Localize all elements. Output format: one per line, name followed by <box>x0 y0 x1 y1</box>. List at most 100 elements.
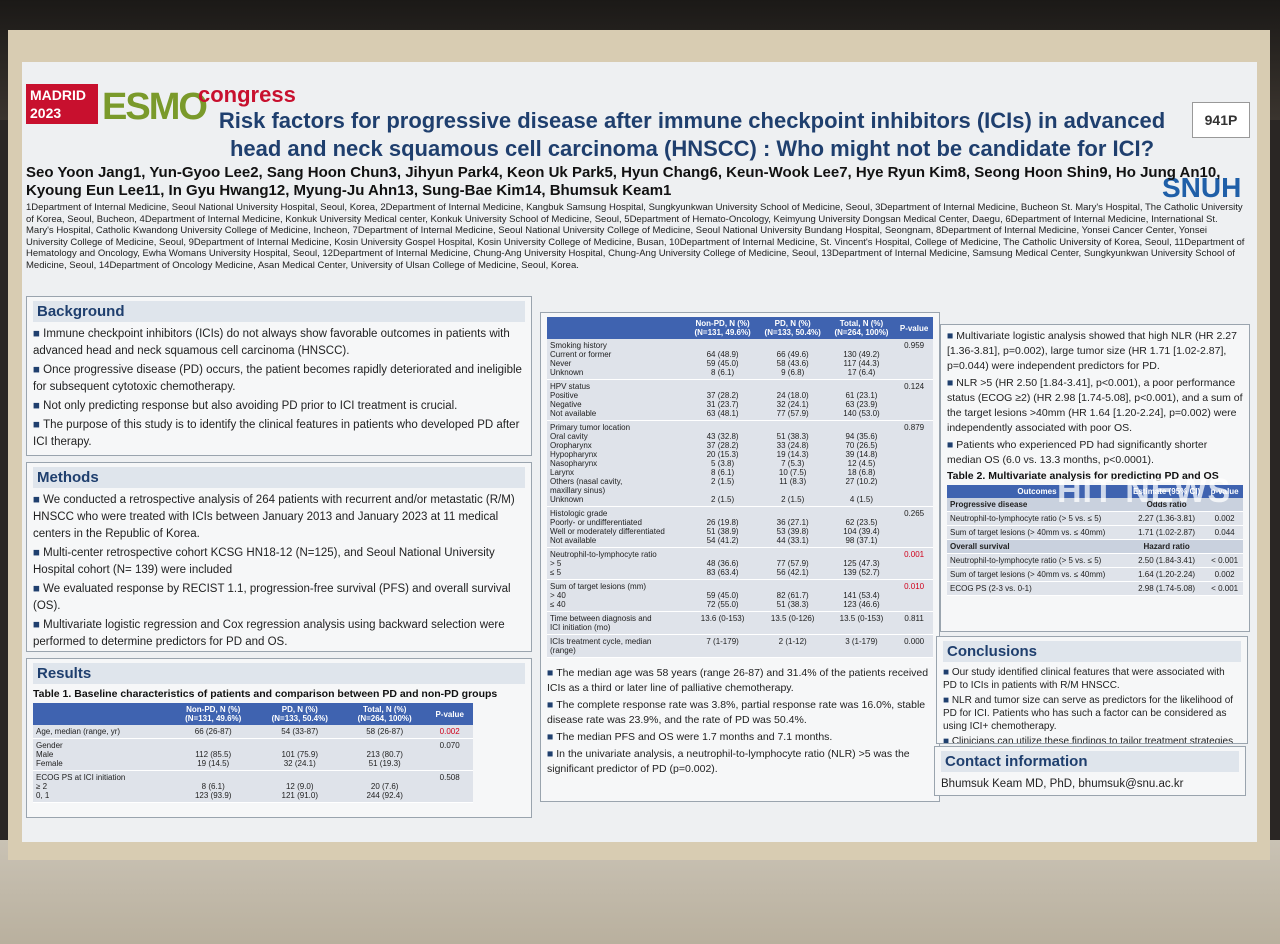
bullet: NLR >5 (HR 2.50 [1.84-3.41], p<0.001), a… <box>947 376 1243 436</box>
table-row: Neutrophil-to-lymphocyte ratio (> 5 vs. … <box>947 553 1243 568</box>
table-cell: 0.811 <box>895 611 933 635</box>
table-row: Age, median (range, yr) 66 (26-87) 54 (33-… <box>33 725 473 739</box>
bullet-list: Multivariate logistic analysis showed th… <box>947 329 1243 468</box>
table-cell: Neutrophil-to-lymphocyte ratio > 5 ≤ 5 <box>547 547 688 580</box>
table-cell: HPV status Positive Negative Not availab… <box>547 379 688 421</box>
section-name: Progressive disease <box>947 498 1127 512</box>
column-header <box>547 317 688 339</box>
table-cell: Sum of target lesions (> 40mm vs. ≤ 40mm… <box>947 567 1127 582</box>
logo-city-block: MADRID 2023 <box>26 84 98 124</box>
table-cell: 0.000 <box>895 634 933 658</box>
bullet: Multi-center retrospective cohort KCSG H… <box>33 545 525 579</box>
contact-section: Contact information Bhumsuk Keam MD, PhD… <box>934 746 1246 796</box>
table-cell: Histologic grade Poorly- or undifferenti… <box>547 506 688 548</box>
background-section: Background Immune checkpoint inhibitors … <box>26 296 532 456</box>
bullet: NLR and tumor size can serve as predicto… <box>943 694 1241 733</box>
table-cell: 62 (23.5) 104 (39.4) 98 (37.1) <box>827 506 896 548</box>
table-cell: 0.265 <box>895 506 933 548</box>
table-cell: 12 (9.0) 121 (91.0) <box>256 770 344 803</box>
table-cell: 20 (7.6) 244 (92.4) <box>343 770 427 803</box>
table-row: Neutrophil-to-lymphocyte ratio (> 5 vs. … <box>947 511 1243 526</box>
table-row: Sum of target lesions (> 40mm vs. ≤ 40mm… <box>947 567 1243 582</box>
table-row: Gender Male Female 112 (85.5) 19 (14.5) … <box>33 738 473 771</box>
table-cell: 94 (35.6) 70 (26.5) 39 (14.8) 12 (4.5) 1… <box>827 420 896 507</box>
table-row: HPV status Positive Negative Not availab… <box>547 379 933 421</box>
data-table: Outcomes Estimate (95% CI) p-value Progress… <box>947 485 1243 596</box>
table-cell: 48 (36.6) 83 (63.4) <box>687 547 758 580</box>
table-cell: 1.71 (1.02-2.87) <box>1126 525 1207 540</box>
table-cell: 24 (18.0) 32 (24.1) 77 (57.9) <box>757 379 828 421</box>
table-row: Neutrophil-to-lymphocyte ratio > 5 ≤ 5 4… <box>547 547 933 580</box>
table-caption: Table 2. Multivariate analysis for predi… <box>947 470 1219 482</box>
authors: Seo Yoon Jang1, Yun-Gyoo Lee2, Sang Hoon… <box>26 164 1221 199</box>
table-cell: 13.5 (0-153) <box>827 611 896 635</box>
bullet-list: Our study identified clinical features t… <box>943 666 1241 743</box>
data-table: Non-PD, N (%) (N=131, 49.6%) PD, N (%) (N… <box>547 317 933 658</box>
table-cell: 66 (49.6) 58 (43.6) 9 (6.8) <box>757 339 828 380</box>
table-cell: Neutrophil-to-lymphocyte ratio (> 5 vs. … <box>947 511 1127 526</box>
column-header: Estimate (95% CI) <box>1126 485 1207 498</box>
table-cell: 0.070 <box>426 738 473 771</box>
column-header: Outcomes <box>947 485 1127 498</box>
table-cell: 1.64 (1.20-2.24) <box>1126 567 1207 582</box>
table-cell: ECOG PS (2-3 vs. 0-1) <box>947 581 1127 596</box>
table-cell: 7 (1-179) <box>687 634 758 658</box>
table-cell: 82 (61.7) 51 (38.3) <box>757 579 828 612</box>
table-cell <box>1206 498 1243 512</box>
table-cell: 130 (49.2) 117 (44.3) 17 (6.4) <box>827 339 896 380</box>
bullet: The complete response rate was 3.8%, par… <box>547 698 933 728</box>
table-cell: Sum of target lesions (mm) > 40 ≤ 40 <box>547 579 688 612</box>
bullet: Patients who experienced PD had signific… <box>947 438 1243 468</box>
data-table: Non-PD, N (%) (N=131, 49.6%) PD, N (%) (N… <box>33 703 473 803</box>
table-cell: 2.50 (1.84-3.41) <box>1126 553 1207 568</box>
header-row: Outcomes Estimate (95% CI) p-value <box>947 485 1243 498</box>
bullet-list: The median age was 58 years (range 26-87… <box>547 666 933 777</box>
bullet: Our study identified clinical features t… <box>943 666 1241 692</box>
bullet: The median PFS and OS were 1.7 months an… <box>547 730 933 745</box>
bullet: Multivariate logistic regression and Cox… <box>33 617 525 651</box>
table-cell: Smoking history Current or former Never … <box>547 339 688 380</box>
table-cell: 0.044 <box>1206 525 1243 540</box>
table-row: ECOG PS (2-3 vs. 0-1) 2.98 (1.74-5.08) < 0… <box>947 581 1243 596</box>
logo-city: MADRID <box>30 87 86 103</box>
bullet: Not only predicting response but also av… <box>33 398 525 415</box>
table-cell: 13.6 (0-153) <box>687 611 758 635</box>
table-cell: Sum of target lesions (> 40mm vs. ≤ 40mm… <box>947 525 1127 540</box>
column-header: Total, N (%) (N=264, 100%) <box>827 317 896 339</box>
logo-brand: ESMO <box>102 86 208 128</box>
table-cell: 0.124 <box>895 379 933 421</box>
poster-id: 941P <box>1192 102 1250 138</box>
table-wrap: Non-PD, N (%) (N=131, 49.6%) PD, N (%) (N… <box>547 317 933 658</box>
poster-title: Risk factors for progressive disease aft… <box>218 108 1166 161</box>
table-cell: 0.959 <box>895 339 933 380</box>
table-row: Smoking history Current or former Never … <box>547 339 933 380</box>
table-cell: 2.98 (1.74-5.08) <box>1126 581 1207 596</box>
institution-logo: SNUH <box>1162 172 1242 203</box>
bullet: In the univariate analysis, a neutrophil… <box>547 747 933 777</box>
bullet: We evaluated response by RECIST 1.1, pro… <box>33 581 525 615</box>
section-heading: Background <box>33 301 525 322</box>
table-cell: 213 (80.7) 51 (19.3) <box>343 738 427 771</box>
table-cell: 112 (85.5) 19 (14.5) <box>169 738 257 771</box>
table-cell: 101 (75.9) 32 (24.1) <box>256 738 344 771</box>
results-continued: Non-PD, N (%) (N=131, 49.6%) PD, N (%) (N… <box>540 312 940 802</box>
table-cell: Gender Male Female <box>33 738 170 771</box>
header-row: Non-PD, N (%) (N=131, 49.6%) PD, N (%) (N… <box>33 703 473 725</box>
column-header: P-value <box>426 703 473 725</box>
affiliations: 1Department of Internal Medicine, Seoul … <box>26 202 1245 271</box>
table-row: Sum of target lesions (mm) > 40 ≤ 40 59 … <box>547 579 933 612</box>
section-name: Overall survival <box>947 539 1127 554</box>
table-cell: 26 (19.8) 51 (38.9) 54 (41.2) <box>687 506 758 548</box>
congress-logo: MADRID 2023 ESMO congress <box>26 82 296 134</box>
column-header: Non-PD, N (%) (N=131, 49.6%) <box>169 703 257 725</box>
table-cell: < 0.001 <box>1206 581 1243 596</box>
table-wrap: Non-PD, N (%) (N=131, 49.6%) PD, N (%) (N… <box>33 703 473 803</box>
table-cell: 0.002 <box>426 725 473 739</box>
results-section: Results Table 1. Baseline characteristic… <box>26 658 532 818</box>
table-cell: 58 (26-87) <box>343 725 427 739</box>
table-cell: Primary tumor location Oral cavity Oroph… <box>547 420 688 507</box>
watermark: HIT NEWS <box>1057 472 1232 510</box>
table-wrap: Outcomes Estimate (95% CI) p-value Progress… <box>947 485 1243 596</box>
table-cell: 0.508 <box>426 770 473 803</box>
